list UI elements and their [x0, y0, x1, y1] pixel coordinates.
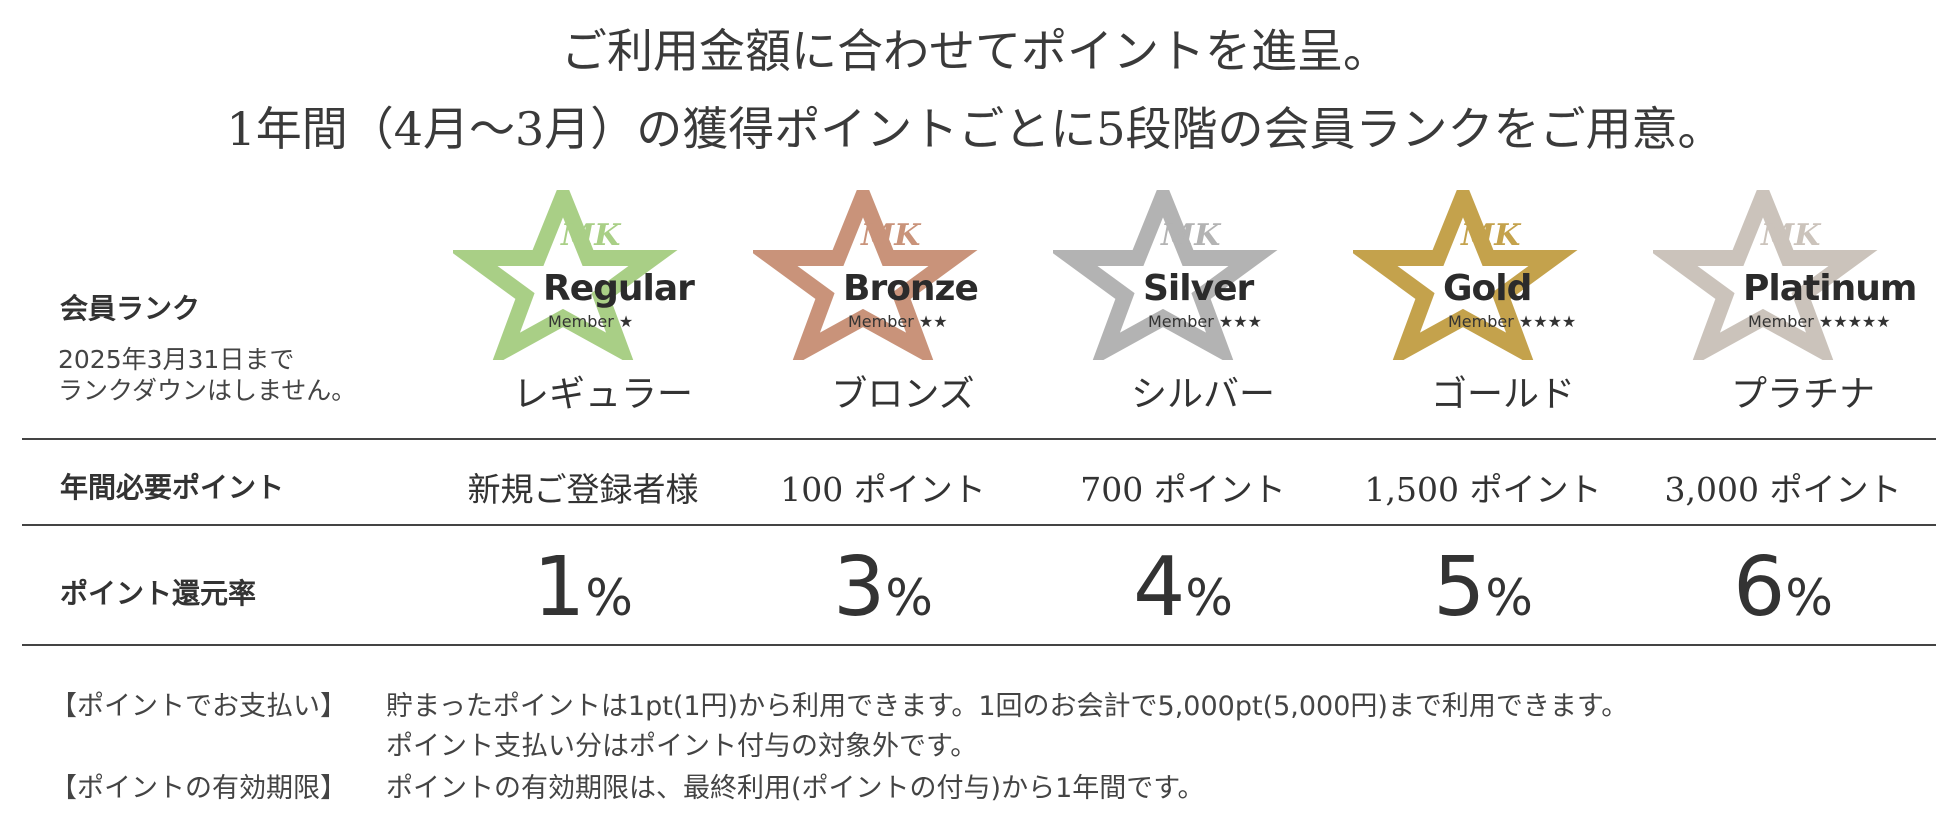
table-divider [22, 438, 1936, 440]
mk-logo: MK [561, 218, 621, 253]
regular-star-badge: MK Regular Member ★ [453, 190, 753, 360]
mk-logo: MK [1161, 218, 1221, 253]
required-points-gold: 1,500 ポイント [1364, 470, 1602, 509]
tier-name-jp: ブロンズ [831, 374, 975, 415]
tier-member-stars: Member ★★★★★ [1748, 312, 1891, 331]
tier-member-stars: Member ★ [548, 312, 634, 331]
headline-line-1: ご利用金額に合わせてポイントを進呈。 [561, 24, 1389, 78]
return-rate-platinum: 6% [1633, 540, 1933, 635]
required-points-silver: 700 ポイント [1080, 470, 1286, 509]
mk-logo: MK [861, 218, 921, 253]
return-rate-label: ポイント還元率 [60, 577, 257, 610]
required-points-regular: 新規ご登録者様 [467, 470, 699, 509]
star-icon [1353, 190, 1578, 360]
star-icon [453, 190, 678, 360]
platinum-star-badge: MK Platinum Member ★★★★★ [1653, 190, 1950, 360]
rate-value: 3 [833, 540, 886, 635]
expiry-note-tag: 【ポイントの有効期限】 [50, 773, 347, 804]
tier-name-en: Gold [1443, 268, 1532, 309]
tier-name-en: Regular [543, 268, 695, 309]
return-rate-regular: 1% [433, 540, 733, 635]
rate-unit: % [1185, 569, 1233, 627]
headline-line-2: 1年間（4月〜3月）の獲得ポイントごとに5段階の会員ランクをご用意。 [226, 102, 1724, 156]
required-points-platinum: 3,000 ポイント [1664, 470, 1902, 509]
payment-note-text-2: ポイント支払い分はポイント付与の対象外です。 [386, 731, 978, 762]
gold-star-badge: MK Gold Member ★★★★ [1353, 190, 1653, 360]
star-icon [1653, 190, 1878, 360]
member-rank-label: 会員ランク [60, 292, 201, 325]
bronze-star-badge: MK Bronze Member ★★ [753, 190, 1053, 360]
rate-unit: % [885, 569, 933, 627]
tier-name-jp: シルバー [1130, 374, 1275, 415]
rate-unit: % [1485, 569, 1533, 627]
tier-name-jp: ゴールド [1430, 374, 1575, 415]
return-rate-silver: 4% [1033, 540, 1333, 635]
tier-name-en: Platinum [1743, 268, 1917, 309]
tier-name-en: Silver [1143, 268, 1254, 309]
mk-logo: MK [1461, 218, 1521, 253]
rate-value: 4 [1133, 540, 1186, 635]
return-rate-bronze: 3% [733, 540, 1033, 635]
expiry-note-text: ポイントの有効期限は、最終利用(ポイントの付与)から1年間です。 [386, 773, 1205, 804]
tier-name-jp: プラチナ [1730, 374, 1875, 415]
rate-unit: % [585, 569, 633, 627]
payment-note-text: 貯まったポイントは1pt(1円)から利用できます。1回のお会計で5,000pt(… [386, 691, 1629, 722]
rank-note: 2025年3月31日まで ランクダウンはしません。 [58, 344, 356, 406]
mk-logo: MK [1761, 218, 1821, 253]
rate-unit: % [1785, 569, 1833, 627]
silver-star-badge: MK Silver Member ★★★ [1053, 190, 1353, 360]
required-points-bronze: 100 ポイント [780, 470, 986, 509]
rank-note-line-2: ランクダウンはしません。 [58, 376, 357, 405]
payment-note-tag: 【ポイントでお支払い】 [50, 691, 347, 722]
return-rate-gold: 5% [1333, 540, 1633, 635]
tier-member-stars: Member ★★ [848, 312, 948, 331]
tier-name-en: Bronze [843, 268, 979, 309]
required-points-label: 年間必要ポイント [60, 471, 285, 504]
table-divider [22, 644, 1936, 646]
tier-member-stars: Member ★★★★ [1448, 312, 1577, 331]
tier-name-jp: レギュラー [512, 374, 693, 415]
table-divider [22, 524, 1936, 526]
star-icon [1053, 190, 1278, 360]
star-icon [753, 190, 978, 360]
rate-value: 1 [533, 540, 586, 635]
tier-member-stars: Member ★★★ [1148, 312, 1262, 331]
rank-note-line-1: 2025年3月31日まで [58, 345, 295, 374]
rate-value: 6 [1733, 540, 1786, 635]
rate-value: 5 [1433, 540, 1486, 635]
